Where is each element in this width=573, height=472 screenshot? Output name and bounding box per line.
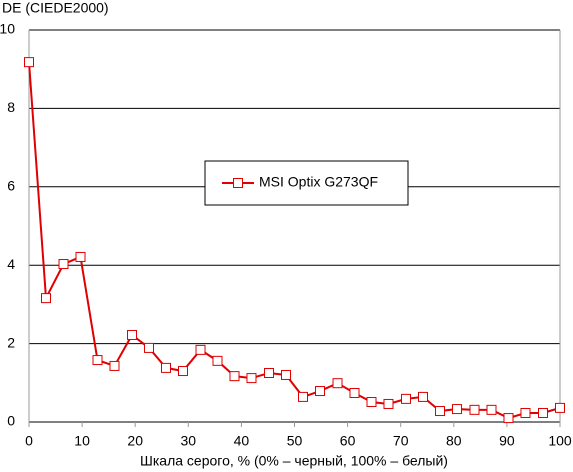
point-marker <box>281 369 292 380</box>
point-marker <box>383 398 394 409</box>
y-tick-label: 2 <box>7 334 15 350</box>
point-marker <box>75 251 86 262</box>
legend-label: MSI Optix G273QF <box>259 174 378 190</box>
point-marker <box>555 402 565 413</box>
point-marker <box>349 387 360 398</box>
point-marker <box>195 344 206 355</box>
point-marker <box>486 404 497 415</box>
x-tick-label: 80 <box>446 433 462 449</box>
point-marker <box>418 391 429 402</box>
point-marker <box>109 360 120 371</box>
x-tick-label: 90 <box>499 433 515 449</box>
point-marker <box>212 355 223 366</box>
series-line <box>28 62 561 420</box>
point-marker <box>434 406 445 417</box>
point-marker <box>246 373 257 384</box>
x-tick-label: 30 <box>181 433 197 449</box>
point-marker <box>24 57 34 68</box>
chart-title: DE (CIEDE2000) <box>2 0 109 16</box>
legend-marker <box>233 178 243 188</box>
point-marker <box>229 371 240 382</box>
point-marker <box>401 393 412 404</box>
x-tick-label: 40 <box>234 433 250 449</box>
y-tick-label: 4 <box>7 256 15 272</box>
y-tick-label: 0 <box>7 413 15 429</box>
point-marker <box>127 329 138 340</box>
point-marker <box>92 355 103 366</box>
point-marker <box>332 378 343 389</box>
x-tick-label: 70 <box>393 433 409 449</box>
point-marker <box>503 413 514 424</box>
y-tick-label: 8 <box>7 99 15 115</box>
y-tick-label: 6 <box>7 178 15 194</box>
point-marker <box>160 362 171 373</box>
point-marker <box>58 259 69 270</box>
point-marker <box>451 404 462 415</box>
x-tick-label: 0 <box>25 433 33 449</box>
point-marker <box>297 391 308 402</box>
y-tick-label: 10 <box>0 21 15 37</box>
point-marker <box>366 397 377 408</box>
point-marker <box>314 386 325 397</box>
x-tick-label: 10 <box>74 433 90 449</box>
x-tick-label: 50 <box>287 433 303 449</box>
x-axis-label: Шкала серого, % (0% – черный, 100% – бел… <box>140 453 448 469</box>
point-marker <box>40 293 51 304</box>
x-tick-label: 20 <box>127 433 143 449</box>
point-marker <box>538 407 549 418</box>
point-marker <box>144 342 155 353</box>
point-marker <box>469 404 480 415</box>
point-marker <box>264 368 275 378</box>
x-tick-label: 100 <box>548 433 572 449</box>
x-tick-label: 60 <box>340 433 356 449</box>
point-marker <box>177 366 188 377</box>
point-marker <box>520 407 531 418</box>
